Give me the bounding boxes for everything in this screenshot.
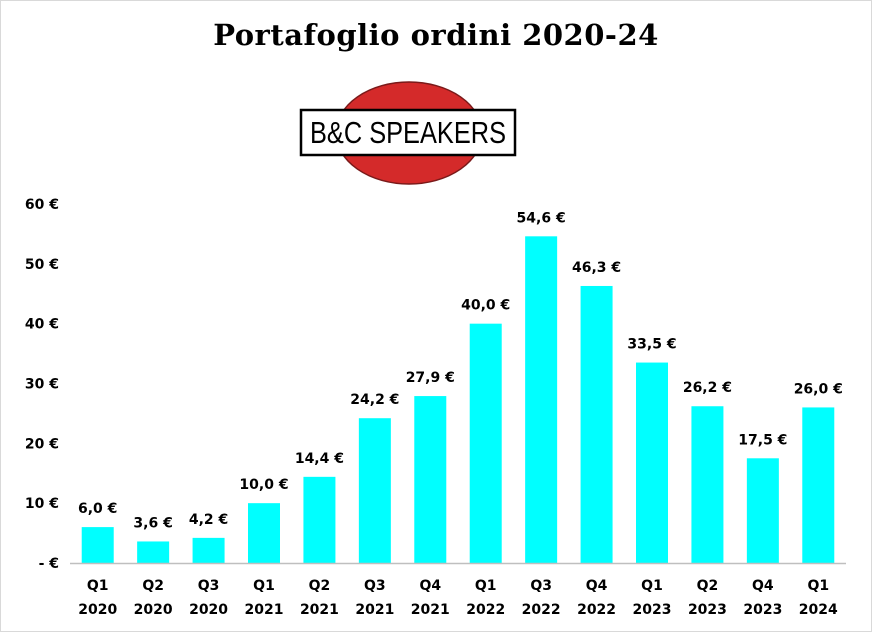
data-label: 17,5 € bbox=[738, 432, 787, 448]
x-tick-label-year: 2020 bbox=[189, 602, 228, 618]
x-tick-label-quarter: Q3 bbox=[530, 578, 552, 594]
y-tick-label: 50 € bbox=[25, 257, 59, 273]
x-tick-label-quarter: Q4 bbox=[419, 578, 441, 594]
bar bbox=[192, 537, 225, 563]
x-tick-label-quarter: Q4 bbox=[586, 578, 608, 594]
y-tick-label: 20 € bbox=[25, 436, 59, 452]
data-label: 33,5 € bbox=[627, 337, 676, 353]
data-label: 10,0 € bbox=[239, 477, 288, 493]
logo-box bbox=[299, 108, 517, 157]
brand-logo: B&C SPEAKERS bbox=[299, 81, 517, 185]
bar bbox=[580, 285, 613, 563]
x-tick-label-quarter: Q1 bbox=[87, 578, 109, 594]
bar bbox=[81, 527, 114, 563]
x-tick-label-year: 2020 bbox=[78, 602, 117, 618]
x-tick-label-year: 2022 bbox=[577, 602, 616, 618]
data-label: 26,2 € bbox=[683, 380, 732, 396]
x-tick-label-year: 2021 bbox=[411, 602, 450, 618]
bar bbox=[636, 362, 668, 563]
data-label: 14,4 € bbox=[295, 451, 344, 467]
bar bbox=[691, 406, 724, 563]
bar bbox=[802, 407, 835, 563]
bar bbox=[248, 503, 280, 563]
x-tick-label-year: 2020 bbox=[134, 602, 173, 618]
x-tick-label-quarter: Q3 bbox=[364, 578, 386, 594]
y-tick-label: - € bbox=[39, 556, 59, 572]
x-tick-label-year: 2023 bbox=[633, 602, 672, 618]
data-label: 6,0 € bbox=[78, 501, 117, 517]
x-tick-label-year: 2023 bbox=[743, 602, 782, 618]
x-tick-label-quarter: Q1 bbox=[253, 578, 275, 594]
x-tick-label-quarter: Q2 bbox=[142, 578, 164, 594]
x-tick-label-quarter: Q1 bbox=[807, 578, 829, 594]
data-label: 4,2 € bbox=[189, 512, 228, 528]
bar bbox=[358, 418, 391, 563]
data-label: 24,2 € bbox=[350, 392, 399, 408]
bar bbox=[525, 236, 558, 563]
bar bbox=[137, 541, 170, 563]
bar bbox=[469, 323, 502, 563]
data-label: 46,3 € bbox=[572, 260, 621, 276]
x-tick-label-year: 2024 bbox=[799, 602, 838, 618]
x-tick-label-year: 2021 bbox=[245, 602, 284, 618]
data-label: 27,9 € bbox=[406, 370, 455, 386]
x-tick-label-quarter: Q3 bbox=[198, 578, 220, 594]
x-tick-label-quarter: Q4 bbox=[752, 578, 774, 594]
x-tick-label-year: 2022 bbox=[522, 602, 561, 618]
y-tick-label: 60 € bbox=[25, 197, 59, 213]
x-tick-label-year: 2021 bbox=[300, 602, 339, 618]
y-tick-label: 10 € bbox=[25, 496, 59, 512]
x-tick-label-quarter: Q1 bbox=[641, 578, 663, 594]
chart-title: Portafoglio ordini 2020-24 bbox=[213, 18, 659, 52]
bar bbox=[414, 396, 447, 563]
y-tick-label: 40 € bbox=[25, 317, 59, 333]
x-tick-label-year: 2022 bbox=[466, 602, 505, 618]
x-tick-label-quarter: Q2 bbox=[309, 578, 331, 594]
y-tick-label: 30 € bbox=[25, 377, 59, 393]
x-tick-label-year: 2023 bbox=[688, 602, 727, 618]
data-label: 54,6 € bbox=[517, 210, 566, 226]
x-tick-label-quarter: Q2 bbox=[697, 578, 719, 594]
bar bbox=[746, 458, 779, 563]
logo-text: B&C SPEAKERS bbox=[310, 115, 506, 150]
data-label: 40,0 € bbox=[461, 298, 510, 314]
data-label: 3,6 € bbox=[133, 515, 172, 531]
data-label: 26,0 € bbox=[794, 381, 843, 397]
x-tick-label-quarter: Q1 bbox=[475, 578, 497, 594]
bar bbox=[303, 476, 336, 563]
x-tick-label-year: 2021 bbox=[355, 602, 394, 618]
